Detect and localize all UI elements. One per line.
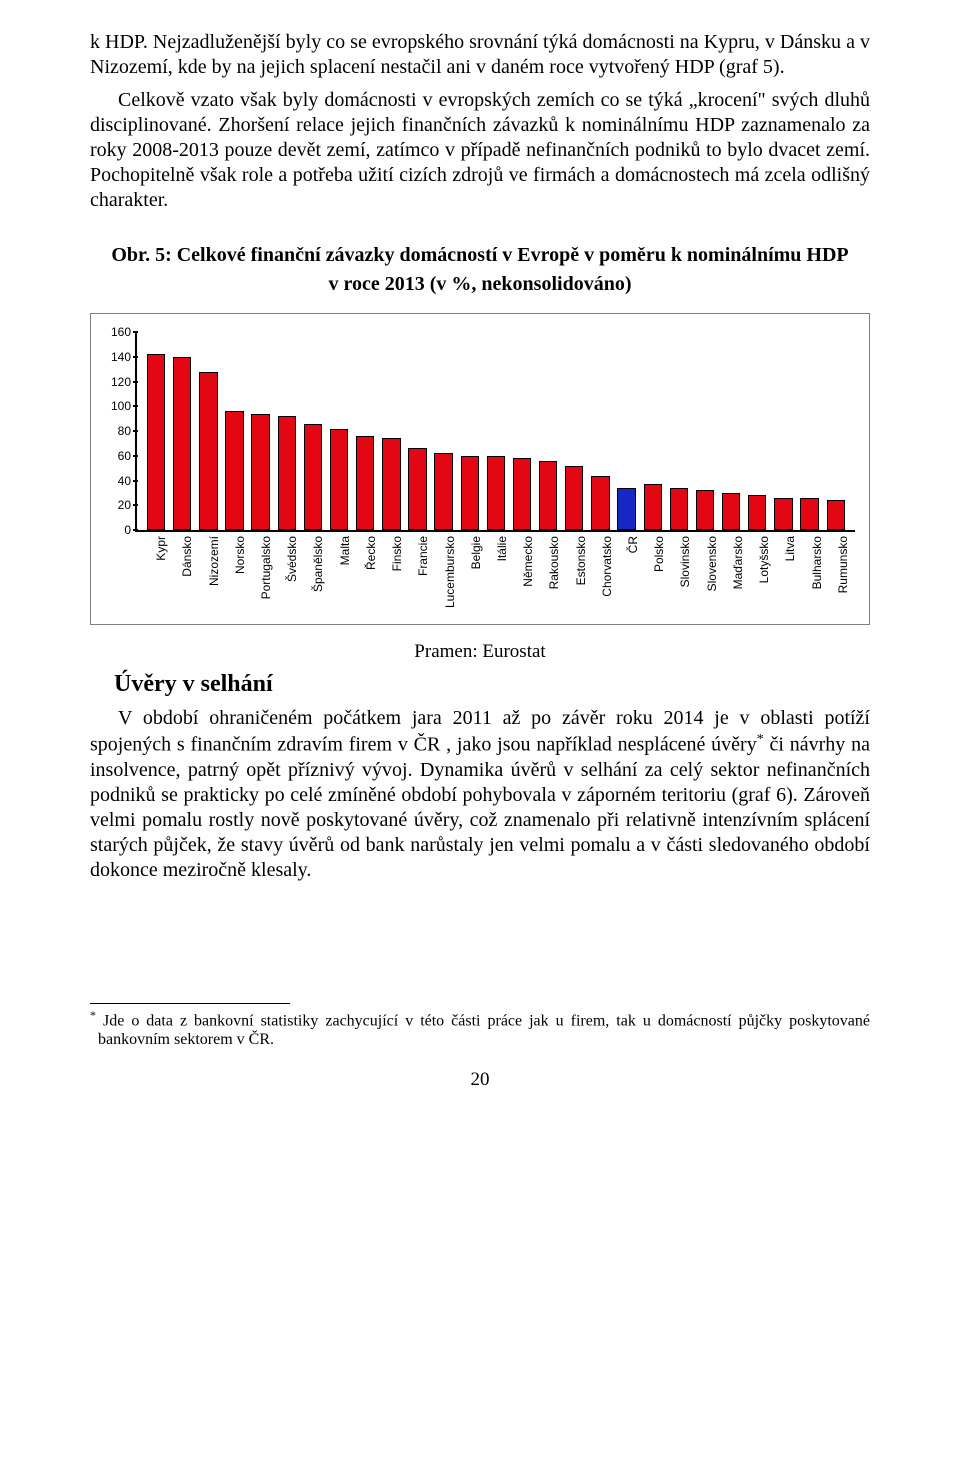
chart-bar — [591, 476, 609, 530]
chart-x-axis-labels: Kypr Dánsko Nizozemí Norsko Portugalsko Švéds… — [135, 532, 855, 618]
chart-bar — [800, 498, 818, 530]
x-label: Itálie — [486, 532, 504, 618]
chart-bar — [565, 466, 583, 530]
chart-bar — [382, 438, 400, 530]
x-label: Bulharsko — [800, 532, 818, 618]
y-tick-label: 140 — [103, 350, 131, 364]
x-label: Maďarsko — [722, 532, 740, 618]
chart-bar — [434, 453, 452, 530]
chart-title-line2: v roce 2013 (v %, nekonsolidováno) — [90, 272, 870, 297]
footnote-ref: * — [757, 732, 764, 747]
page-number: 20 — [90, 1069, 870, 1091]
y-tick-label: 160 — [103, 325, 131, 339]
paragraph-body: V období ohraničeném počátkem jara 2011 … — [90, 706, 870, 883]
x-label: Polsko — [643, 532, 661, 618]
chart-bar — [199, 372, 217, 530]
chart-bar — [774, 498, 792, 530]
x-label: Lotyšsko — [748, 532, 766, 618]
chart-bar — [278, 416, 296, 530]
chart-bar — [513, 458, 531, 530]
chart-title-line1: Obr. 5: Celkové finanční závazky domácno… — [90, 243, 870, 268]
x-label: ČR — [617, 532, 635, 618]
chart-bar — [617, 488, 635, 530]
x-label: Litva — [774, 532, 792, 618]
x-label: Malta — [328, 532, 346, 618]
x-label: Slovinsko — [669, 532, 687, 618]
x-label: Kypr — [145, 532, 163, 618]
x-label: Chorvatsko — [591, 532, 609, 618]
x-label: Německo — [512, 532, 530, 618]
x-label: Rumunsko — [827, 532, 845, 618]
chart-bar — [173, 357, 191, 530]
chart-bar — [356, 436, 374, 530]
x-label: Lucembursko — [433, 532, 451, 618]
x-label: Portugalsko — [250, 532, 268, 618]
x-label: Estonsko — [564, 532, 582, 618]
paragraph-intro-1: k HDP. Nejzadluženější byly co se evrops… — [90, 30, 870, 80]
chart-bar — [827, 500, 845, 530]
chart-plot-area: 020406080100120140160 — [135, 332, 855, 532]
chart-bar — [670, 488, 688, 530]
chart-bar — [408, 448, 426, 530]
x-label: Slovensko — [696, 532, 714, 618]
x-label: Rakousko — [538, 532, 556, 618]
chart-container: 020406080100120140160 KyprDánskoNizozemí… — [90, 313, 870, 625]
chart-bar — [225, 411, 243, 530]
chart-bar — [722, 493, 740, 530]
x-label: Finsko — [381, 532, 399, 618]
y-tick-label: 80 — [103, 424, 131, 438]
chart-bar — [696, 490, 714, 530]
footnote: * Jde o data z bankovní statistiky zachy… — [90, 1008, 870, 1050]
chart-bar — [251, 414, 269, 530]
x-label: Nizozemí — [197, 532, 215, 618]
chart-bar — [748, 495, 766, 530]
chart-bar — [461, 456, 479, 530]
footnote-separator — [90, 1003, 290, 1004]
x-label: Belgie — [460, 532, 478, 618]
paragraph-intro-2: Celkově vzato však byly domácnosti v evr… — [90, 88, 870, 213]
chart-y-axis: 020406080100120140160 — [103, 332, 133, 530]
y-tick-label: 60 — [103, 449, 131, 463]
x-label: Řecko — [355, 532, 373, 618]
chart-bar — [304, 424, 322, 530]
x-label: Španělsko — [302, 532, 320, 618]
x-label: Norsko — [224, 532, 242, 618]
y-tick-label: 100 — [103, 399, 131, 413]
chart-bar — [147, 354, 165, 530]
x-label: Francie — [407, 532, 425, 618]
y-tick-label: 20 — [103, 498, 131, 512]
section-heading: Úvěry v selhání — [114, 671, 870, 698]
y-tick-label: 120 — [103, 375, 131, 389]
body-part-a: V období ohraničeném počátkem jara 2011 … — [90, 707, 870, 756]
y-tick-label: 40 — [103, 474, 131, 488]
x-label: Švédsko — [276, 532, 294, 618]
footnote-text: Jde o data z bankovní statistiky zachycu… — [96, 1012, 870, 1048]
x-label: Dánsko — [171, 532, 189, 618]
y-tick-label: 0 — [103, 523, 131, 537]
chart-bar — [487, 456, 505, 530]
chart-bar — [330, 429, 348, 530]
chart-bars — [137, 332, 855, 530]
chart-bar — [644, 484, 662, 530]
chart-bar — [539, 461, 557, 530]
chart-source: Pramen: Eurostat — [90, 641, 870, 663]
